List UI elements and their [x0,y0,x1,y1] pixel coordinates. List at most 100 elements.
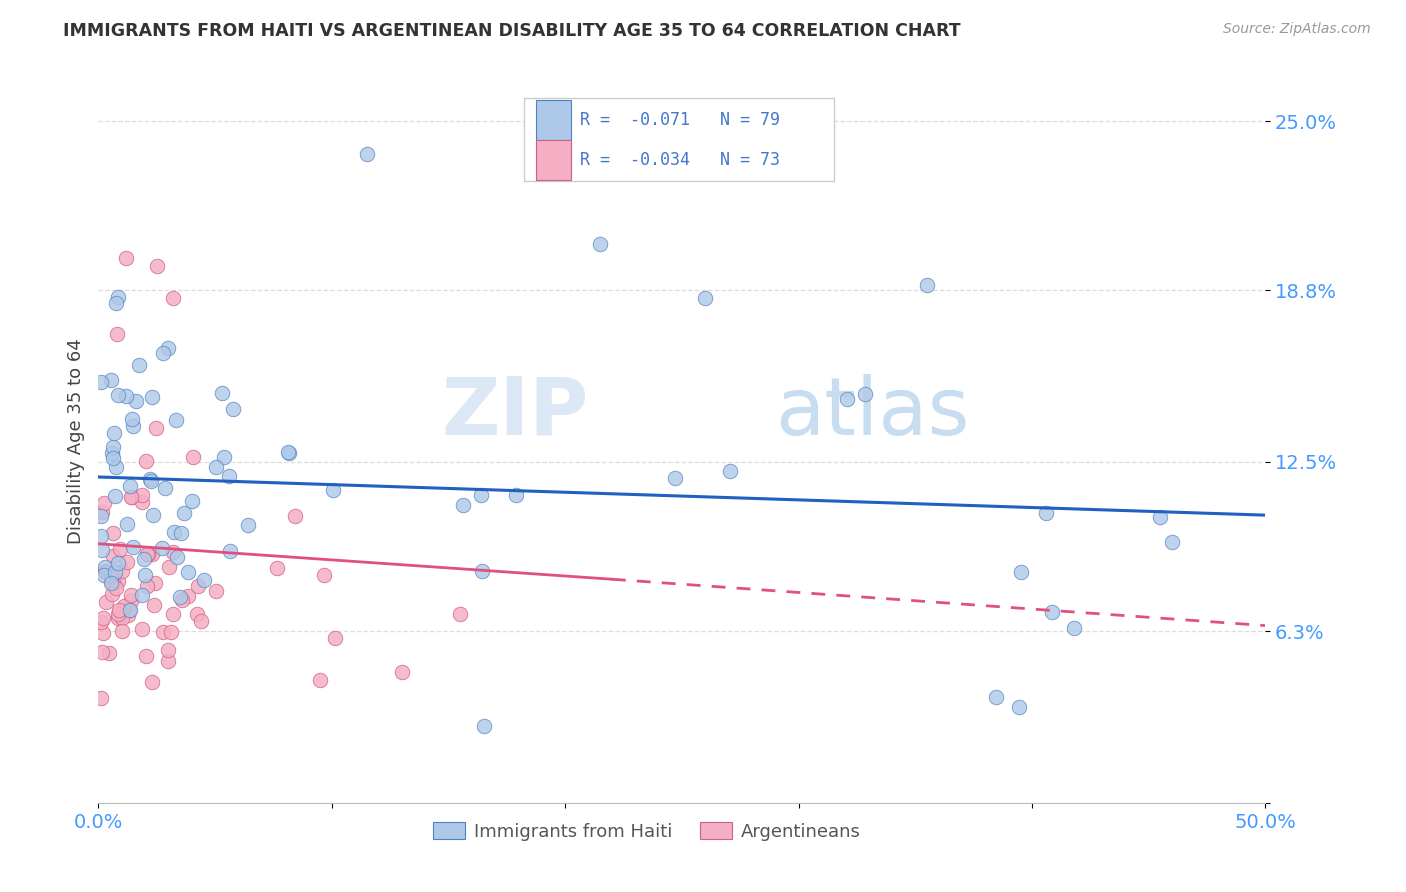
Point [91,645,114,659]
Point [90,509,112,524]
Point [391,665,413,679]
Point [266,561,288,575]
Point [141,674,163,689]
Point [190,615,212,629]
Point [695,292,717,306]
Point [103,526,125,541]
Point [157,559,180,574]
Point [205,583,228,598]
Point [165,413,187,427]
Point [238,518,260,533]
Point [131,488,153,502]
Point [1007,700,1029,714]
Point [173,506,195,520]
Point [121,490,143,504]
Point [193,573,215,587]
Point [90,529,112,543]
Point [170,592,193,607]
Point [120,603,142,617]
Point [101,445,124,459]
Point [122,540,145,554]
Point [91,611,114,625]
Point [505,488,527,502]
Point [107,574,129,589]
Point [323,632,346,646]
Point [212,450,235,464]
Point [103,450,125,465]
Point [1040,605,1063,619]
Point [169,590,191,604]
Point [100,372,122,386]
Point [1010,565,1032,579]
Point [107,289,129,303]
Point [837,392,859,406]
Text: Source: ZipAtlas.com: Source: ZipAtlas.com [1223,22,1371,37]
Point [115,516,138,531]
Point [141,390,163,404]
Point [107,556,129,570]
Point [145,421,167,435]
Point [104,460,127,475]
Point [177,589,200,603]
Point [142,508,165,523]
Point [115,555,138,569]
Point [100,576,122,591]
Point [451,498,474,512]
Point [471,564,494,578]
Point [93,625,115,640]
Point [135,579,157,593]
Point [125,393,148,408]
Legend: Immigrants from Haiti, Argentineans: Immigrants from Haiti, Argentineans [426,815,869,848]
Point [162,545,184,559]
Point [187,579,209,593]
Point [219,544,242,558]
Point [221,402,243,417]
Point [117,607,139,622]
Point [107,607,129,621]
Point [145,575,167,590]
Point [93,567,115,582]
Point [90,691,112,706]
Point [96,565,118,579]
Point [101,549,124,564]
Point [277,446,299,460]
Point [104,565,127,579]
Point [157,655,180,669]
Point [218,469,240,483]
Point [103,440,125,454]
Point [134,552,156,566]
Text: atlas: atlas [775,374,970,451]
Point [309,673,332,687]
Point [135,648,157,663]
Point [146,259,169,273]
Point [1063,621,1085,635]
Point [111,624,134,639]
Point [322,483,344,497]
Point [103,574,125,589]
Point [664,471,686,485]
Point [163,525,186,540]
Point [855,387,877,401]
Point [205,460,228,475]
Point [101,587,124,601]
Point [94,560,117,574]
Point [1149,509,1171,524]
Point [134,568,156,582]
Point [211,385,233,400]
Point [180,494,202,508]
Point [177,565,200,579]
Point [90,615,112,630]
Point [111,564,134,578]
Point [118,479,141,493]
Point [108,603,131,617]
Point [94,594,117,608]
Point [120,490,142,504]
Point [112,599,135,613]
Point [120,594,142,608]
Bar [536,100,571,140]
Point [136,547,159,561]
Point [718,464,741,478]
Point [100,569,122,583]
Point [152,624,174,639]
Point [101,575,124,590]
